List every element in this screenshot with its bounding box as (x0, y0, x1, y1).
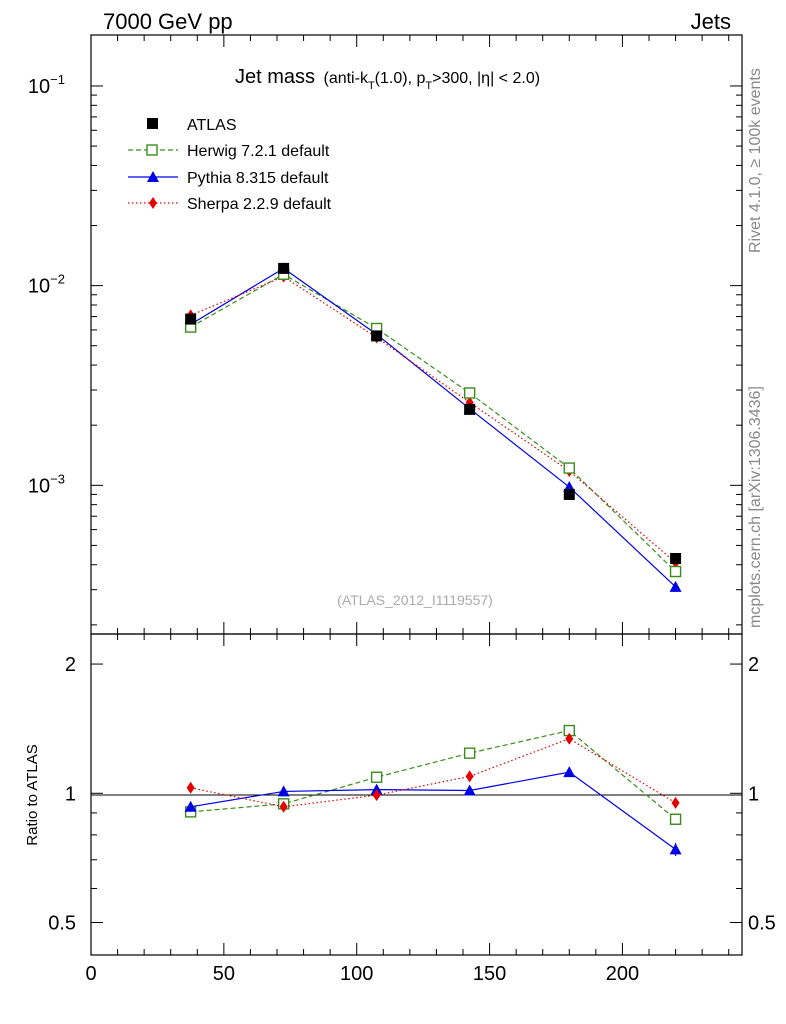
ratio-point-herwig (370, 771, 383, 783)
legend: ATLAS Herwig 7.2.1 default Pythia 8.315 … (128, 117, 332, 213)
legend-sherpa-label: Sherpa 2.2.9 default (187, 196, 332, 213)
main-point-herwig (463, 387, 476, 399)
main-line-herwig (190, 273, 676, 572)
main-point-atlas (371, 330, 383, 342)
analysis-id: (ATLAS_2012_I1119557) (337, 592, 493, 608)
legend-sherpa-marker (149, 197, 157, 209)
y-tick-label: 10−3 (28, 471, 65, 497)
header-process: Jets (691, 9, 731, 34)
title-pt-sub: T (425, 80, 432, 92)
title-kt-sub: T (368, 80, 375, 92)
main-line-sherpa (190, 275, 676, 564)
main-point-atlas (278, 262, 290, 274)
main-point-atlas (670, 552, 682, 564)
main-point-herwig (563, 462, 575, 474)
ratio-point-herwig (669, 813, 682, 825)
legend-herwig-marker (146, 144, 158, 156)
x-tick-label: 100 (340, 963, 373, 985)
y-tick-label: 10−1 (28, 72, 65, 98)
ratio-y-tick-label-right: 0.5 (748, 912, 776, 934)
ratio-point-pythia (277, 785, 290, 797)
main-point-herwig (669, 565, 682, 578)
axes-layer: 0 50 100 150 200 10−1 10−2 10−3 2 2 1 1 0.5 0.5 (28, 35, 776, 985)
mcplots-label: mcplots.cern.ch [arXiv:1306.3436] (747, 386, 764, 628)
legend-atlas-label: ATLAS (187, 117, 237, 134)
title-kt-rest: (1.0), p (375, 70, 426, 87)
title-main: Jet mass (235, 66, 315, 88)
ratio-point-sherpa (279, 800, 288, 813)
ratio-ylabel: Ratio to ATLAS (24, 744, 41, 845)
main-point-atlas (563, 488, 575, 500)
ratio-point-pythia (563, 766, 576, 778)
ratio-point-pythia (370, 783, 383, 795)
main-point-pythia (669, 580, 682, 592)
ratio-point-sherpa (565, 732, 574, 745)
ratio-y-tick-label-left: 2 (65, 654, 76, 676)
x-tick-label: 50 (213, 963, 235, 985)
x-tick-label: 0 (85, 963, 96, 985)
ratio-y-tick-label-left: 0.5 (48, 912, 76, 934)
x-tick-label: 200 (606, 963, 639, 985)
ratio-y-tick-label-right: 2 (748, 654, 759, 676)
legend-pythia-marker (147, 171, 159, 182)
ratio-point-sherpa (186, 781, 195, 794)
legend-atlas-marker (147, 118, 158, 129)
main-line-pythia (190, 267, 676, 588)
ratio-point-sherpa (465, 770, 474, 783)
y-tick-label: 10−2 (28, 272, 65, 298)
rivet-label: Rivet 4.1.0, ≥ 100k events (747, 68, 764, 253)
legend-pythia-label: Pythia 8.315 default (187, 170, 329, 187)
ratio-point-pythia (184, 800, 197, 812)
header-energy: 7000 GeV pp (103, 9, 233, 34)
title-pt-rest: >300, |η| < 2.0) (432, 70, 540, 87)
ratio-point-sherpa (372, 789, 381, 802)
ratio-line-herwig (190, 729, 676, 820)
series-layer (184, 262, 682, 857)
ratio-y-tick-label-left: 1 (65, 783, 76, 805)
ratio-point-pythia (463, 784, 476, 796)
title-paren: (anti-k (323, 70, 368, 87)
plot-title: Jet mass (anti-kT(1.0), pT>300, |η| < 2.… (235, 66, 540, 92)
ratio-y-tick-label-right: 1 (748, 783, 759, 805)
ratio-line-sherpa (190, 738, 676, 808)
ratio-point-sherpa (671, 796, 680, 809)
main-point-atlas (185, 313, 197, 325)
main-point-atlas (464, 403, 476, 415)
x-tick-label: 150 (473, 963, 506, 985)
ratio-line-pythia (190, 771, 676, 850)
legend-herwig-label: Herwig 7.2.1 default (187, 143, 330, 160)
ratio-point-herwig (463, 747, 476, 759)
